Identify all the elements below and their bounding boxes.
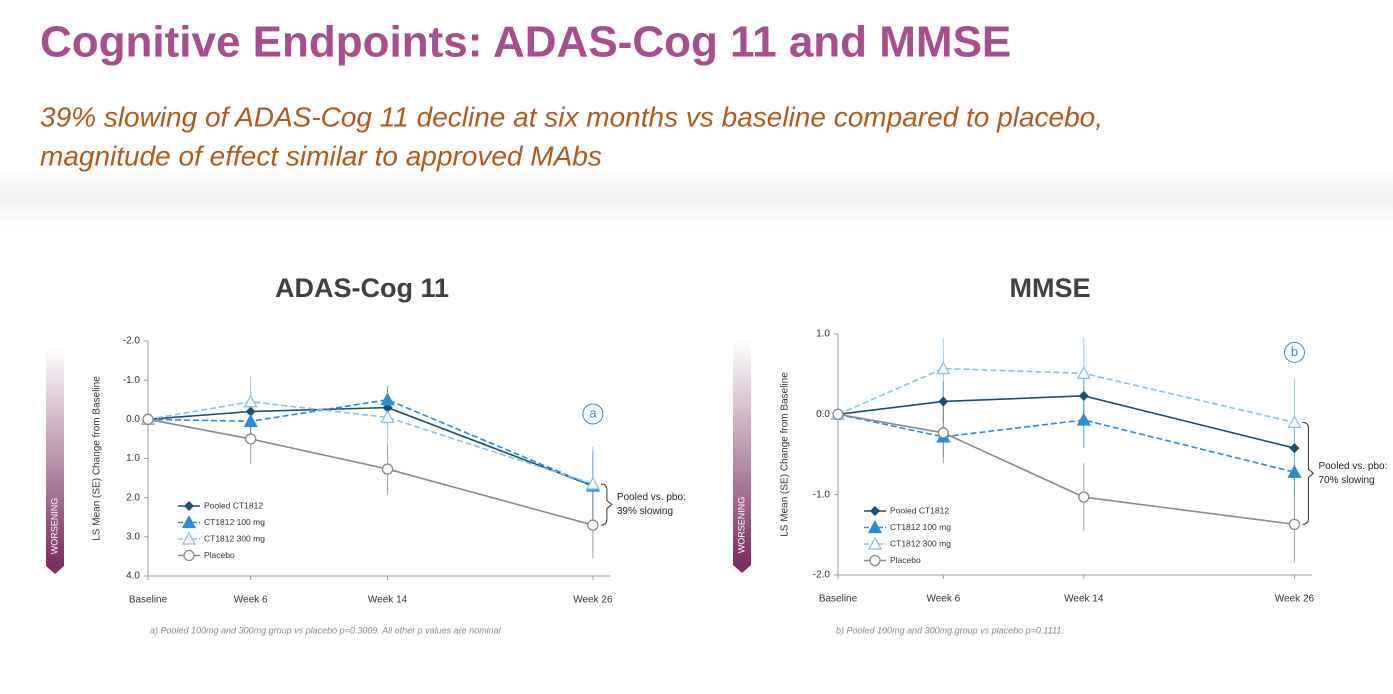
comparison-label: Pooled vs. pbo: — [1318, 461, 1387, 472]
legend-label: Placebo — [890, 555, 921, 565]
worsening-arrow — [46, 566, 64, 574]
y-tick-label: 0.0 — [126, 414, 140, 425]
slide-title: Cognitive Endpoints: ADAS-Cog 11 and MMS… — [40, 18, 1011, 67]
y-tick-label: -1.0 — [123, 375, 141, 386]
badge: a — [589, 405, 597, 420]
x-tick-label: Week 6 — [926, 594, 960, 605]
series-line — [837, 413, 1295, 526]
legend-label: Placebo — [204, 550, 235, 560]
marker — [1078, 491, 1090, 503]
y-axis-label: LS Mean (SE) Change from Baseline — [92, 376, 103, 541]
marker — [1287, 415, 1302, 429]
marker — [243, 394, 258, 408]
marker — [245, 433, 257, 445]
marker — [587, 519, 599, 531]
side-label: WORSENING — [736, 497, 746, 554]
series-line — [837, 395, 1295, 449]
footnote: a) Pooled 100mg and 300mg group vs place… — [150, 625, 502, 635]
x-tick-label: Baseline — [129, 595, 168, 606]
y-tick-label: 2.0 — [126, 492, 140, 503]
legend-marker — [870, 506, 880, 516]
legend-label: CT1812 100 mg — [890, 522, 951, 532]
comparison-label: 70% slowing — [1318, 475, 1374, 486]
y-tick-label: 1.0 — [816, 329, 830, 340]
series-line — [837, 413, 1295, 473]
slide-subtitle: 39% slowing of ADAS-Cog 11 decline at si… — [40, 101, 1103, 132]
marker — [1287, 464, 1302, 478]
legend-marker — [867, 536, 883, 550]
bracket — [1302, 421, 1315, 525]
marker — [1076, 412, 1091, 426]
marker — [1078, 390, 1089, 401]
badge-circle — [1283, 341, 1305, 363]
background-band — [0, 165, 1393, 230]
legend-marker — [867, 520, 883, 534]
y-tick-label: 4.0 — [126, 571, 140, 582]
y-tick-label: 3.0 — [126, 531, 140, 542]
marker — [380, 392, 395, 406]
worsening-bar — [733, 339, 751, 565]
legend-label: CT1812 300 mg — [204, 533, 265, 543]
y-tick-label: 0.0 — [816, 409, 830, 420]
legend-marker — [181, 531, 197, 545]
marker — [937, 427, 949, 439]
marker — [381, 463, 394, 475]
badge-circle — [582, 403, 604, 425]
marker — [938, 396, 949, 407]
legend-label: Pooled CT1812 — [890, 505, 949, 515]
marker — [243, 413, 258, 427]
marker — [585, 476, 600, 490]
marker — [832, 408, 844, 420]
comparison-label: 39% slowing — [617, 506, 673, 517]
marker — [1288, 518, 1301, 531]
x-tick-label: Week 14 — [1064, 594, 1104, 605]
legend-label: CT1812 100 mg — [204, 517, 265, 527]
series-line — [147, 418, 594, 526]
slide-subtitle: magnitude of effect similar to approved … — [40, 140, 602, 171]
legend-marker — [184, 501, 194, 511]
y-tick-label: -1.0 — [813, 489, 831, 500]
chart-title: ADAS-Cog 11 — [275, 273, 449, 303]
marker — [1289, 443, 1300, 454]
x-tick-label: Week 6 — [234, 595, 268, 606]
series-line — [147, 400, 594, 485]
y-tick-label: -2.0 — [123, 336, 141, 347]
x-tick-label: Week 26 — [1275, 594, 1315, 605]
x-tick-label: Week 14 — [368, 595, 408, 606]
x-tick-label: Baseline — [819, 594, 858, 605]
x-tick-label: Week 26 — [573, 595, 613, 606]
series-line — [147, 406, 594, 487]
comparison-label: Pooled vs. pbo: — [617, 492, 686, 503]
series-line — [147, 398, 594, 487]
chart-title: MMSE — [1010, 273, 1091, 303]
marker — [245, 406, 256, 417]
series-line — [837, 367, 1295, 424]
legend-marker — [869, 554, 881, 567]
bracket — [600, 483, 613, 526]
legend-marker — [183, 549, 195, 562]
legend-marker — [181, 515, 197, 529]
marker — [1076, 366, 1091, 380]
y-axis-label: LS Mean (SE) Change from Baseline — [780, 372, 791, 537]
y-tick-label: -2.0 — [813, 570, 831, 581]
worsening-arrow — [733, 565, 751, 573]
y-tick-label: 1.0 — [126, 453, 140, 464]
marker — [142, 413, 154, 425]
badge: b — [1291, 344, 1298, 359]
marker — [380, 410, 395, 424]
legend-label: Pooled CT1812 — [204, 500, 263, 510]
worsening-bar — [46, 346, 64, 566]
footnote: b) Pooled 100mg and 300mg group vs place… — [836, 625, 1064, 635]
legend-label: CT1812 300 mg — [890, 538, 951, 548]
marker — [936, 361, 951, 375]
side-label: WORSENING — [49, 498, 59, 555]
